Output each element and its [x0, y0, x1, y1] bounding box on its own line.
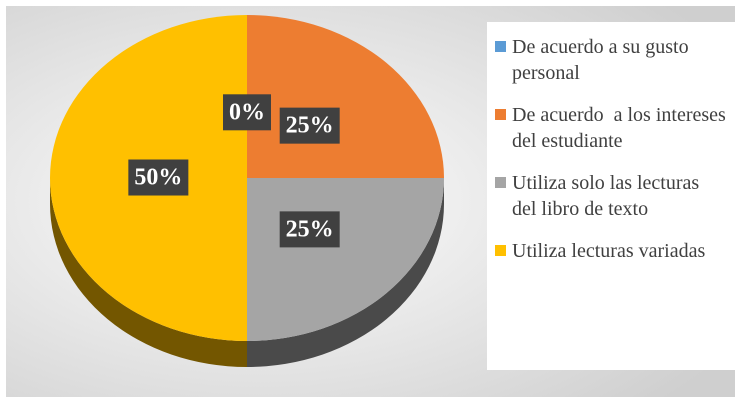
legend-label: Utiliza lecturas variadas — [512, 240, 706, 262]
legend-label: De acuerdo a los intereses del estudiant… — [512, 104, 731, 152]
legend: De acuerdo a su gusto personal De acuerdo… — [487, 22, 735, 370]
slice-side — [247, 178, 444, 367]
legend-swatch — [495, 245, 506, 256]
legend-label: De acuerdo a su gusto personal — [512, 36, 694, 84]
data-label: 50% — [134, 165, 182, 191]
data-label-box — [279, 211, 340, 248]
legend-swatch — [495, 177, 506, 188]
legend-item: Utiliza lecturas variadas — [495, 238, 727, 264]
legend-item: Utiliza solo las lecturas del libro de t… — [495, 170, 727, 222]
legend-swatch — [495, 41, 506, 52]
data-label-box — [223, 94, 271, 131]
legend-label: Utiliza solo las lecturas del libro de t… — [512, 172, 705, 220]
legend-item: De acuerdo a su gusto personal — [495, 34, 727, 86]
data-label: 25% — [286, 216, 334, 242]
slice-side — [50, 178, 247, 367]
data-label: 0% — [229, 99, 265, 125]
legend-swatch — [495, 109, 506, 120]
data-label-box — [128, 159, 189, 196]
data-label-box — [279, 107, 340, 144]
legend-item: De acuerdo a los intereses del estudiant… — [495, 102, 727, 154]
data-label: 25% — [286, 113, 334, 139]
